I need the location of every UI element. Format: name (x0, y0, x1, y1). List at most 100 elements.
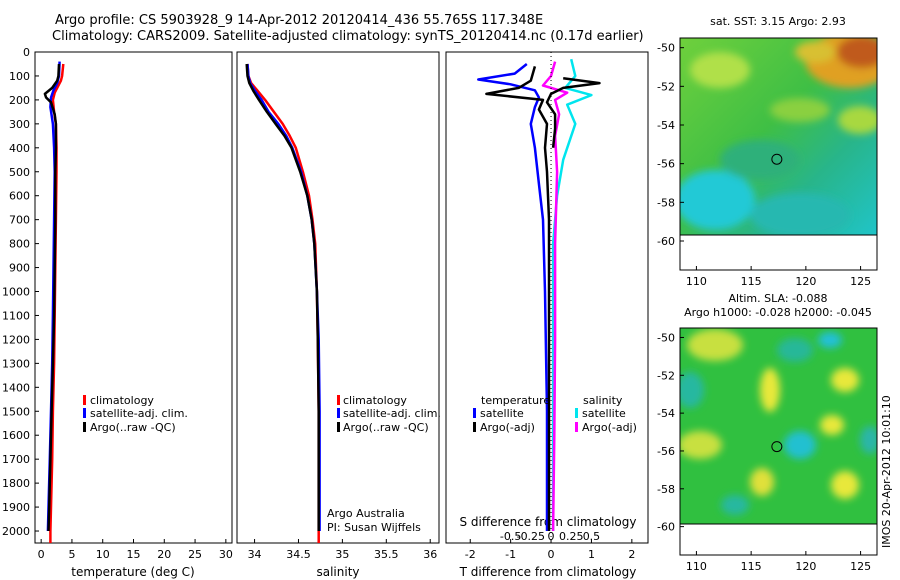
sst-light-patch (690, 52, 750, 88)
t-difference-xlabel: T difference from climatology (459, 565, 637, 579)
depth-tick-label: 100 (9, 70, 30, 83)
sst-map-ticks: 110 115 120 125 -50 -52 -54 -56 -58 -60 (657, 42, 871, 288)
lon-tick-label: 120 (795, 275, 816, 288)
sla-low-patch (721, 495, 749, 515)
legend-label-climatology: climatology (343, 394, 407, 407)
sla-low-patch (860, 426, 877, 454)
temperature-legend: climatology satellite-adj. clim. Argo(..… (83, 394, 188, 434)
sla-high-patch (680, 431, 722, 459)
legend-label-satellite: satellite-adj. clim. (90, 407, 188, 420)
lon-tick-label: 115 (741, 275, 762, 288)
depth-tick-label: 500 (9, 166, 30, 179)
sst-cool-patch (680, 170, 755, 230)
temperature-axes-box (34, 51, 233, 544)
argo-position-marker (771, 441, 783, 453)
lon-tick-label: 110 (686, 275, 707, 288)
lat-tick-label: -56 (657, 445, 675, 458)
legend-swatch-satellite (83, 408, 86, 418)
legend-label-argo: Argo(..raw -QC) (343, 421, 429, 434)
sst-heatmap-image (680, 38, 877, 235)
sla-map-ticks: 110 115 120 125 -50 -52 -54 -56 -58 -60 (657, 331, 871, 573)
legend-swatch-t-satellite (473, 408, 476, 418)
difference-series (477, 52, 601, 543)
x-tick-label: 35 (335, 548, 349, 561)
lon-tick-label: 125 (850, 275, 871, 288)
x-tick-label: 5 (68, 548, 75, 561)
salinity-axes-box (236, 51, 440, 544)
x-tick-label: 35.5 (374, 548, 399, 561)
legend-label-climatology: climatology (90, 394, 154, 407)
temperature-x-ticks: 0 5 10 15 20 25 30 (38, 539, 233, 561)
sst-light-patch (838, 106, 877, 134)
depth-tick-label: 1000 (2, 286, 30, 299)
depth-tick-label: 1900 (2, 501, 30, 514)
lat-tick-label: -54 (657, 407, 675, 420)
x-tick-label: 20 (157, 548, 171, 561)
x-tick-label: 10 (96, 548, 110, 561)
legend-swatch-satellite (337, 408, 340, 418)
header-line-2: Climatology: CARS2009. Satellite-adjuste… (52, 29, 644, 44)
panel-temperature: 0100200300400500600700800900100011001200… (2, 46, 233, 579)
lat-tick-label: -52 (657, 369, 675, 382)
x-tick-label: 34 (248, 548, 262, 561)
depth-tick-label: 1200 (2, 333, 30, 346)
depth-tick-label: 1800 (2, 477, 30, 490)
depth-tick-label: 2000 (2, 525, 30, 538)
legend-swatch-t-argo (473, 422, 476, 432)
sla-high-patch (831, 471, 859, 499)
depth-tick-label: 300 (9, 118, 30, 131)
sla-map-title: Altim. SLA: -0.088 (728, 292, 827, 305)
depth-tick-label: 1300 (2, 357, 30, 370)
lat-tick-label: -50 (657, 42, 675, 55)
differences-legend: temperature salinity satellite Argo(-adj… (473, 394, 637, 434)
series-line-temperature-satellite (477, 63, 549, 531)
sla-low-patch (680, 372, 704, 408)
s-tick-label: -0.5 (500, 530, 521, 543)
x-tick-label: 0 (38, 548, 45, 561)
sst-mid-patch (720, 140, 800, 180)
salinity-xlabel: salinity (316, 565, 359, 579)
differences-axes-box (445, 51, 649, 544)
depth-tick-label: 1600 (2, 429, 30, 442)
annotation-pi: PI: Susan Wijffels (327, 521, 421, 534)
legend-label-s-satellite: satellite (582, 407, 626, 420)
legend-swatch-s-satellite (575, 408, 578, 418)
series-line-salinity-satellite (551, 58, 593, 531)
s-tick-label: 0.5 (583, 530, 601, 543)
sla-high-patch (820, 415, 844, 435)
x-tick-label: 30 (219, 548, 233, 561)
depth-tick-label: 600 (9, 190, 30, 203)
s-tick-label: 0.25 (559, 530, 584, 543)
sla-map-subtitle: Argo h1000: -0.028 h2000: -0.045 (684, 306, 872, 319)
salinity-legend: climatology satellite-adj. clim. Argo(..… (337, 394, 441, 434)
sst-warm-patch (795, 41, 835, 63)
lat-tick-label: -54 (657, 119, 675, 132)
panel-salinity: 34 34.5 35 35.5 36 salinity climatology sate… (236, 51, 441, 579)
depth-tick-label: 0 (23, 46, 30, 59)
series-line-salinity-argo-adj-black (545, 77, 601, 148)
lat-tick-label: -58 (657, 483, 675, 496)
x-tick-label: 34.5 (286, 548, 311, 561)
salinity-x-ticks: 34 34.5 35 35.5 36 (248, 539, 437, 561)
depth-tick-label: 700 (9, 214, 30, 227)
legend-label-s-argo: Argo(-adj) (582, 421, 637, 434)
depth-tick-label: 1700 (2, 453, 30, 466)
series-line-argo-raw-qc- (43, 63, 61, 532)
lon-tick-label: 110 (686, 560, 707, 573)
s-tick-label: -0.25 (517, 530, 545, 543)
legend-label-satellite: satellite-adj. clim. (343, 407, 441, 420)
lat-tick-label: -58 (657, 196, 675, 209)
panel-sst-map: sat. SST: 3.15 Argo: 2.93 110 115 120 125 -5… (657, 15, 878, 288)
lon-tick-label: 115 (741, 560, 762, 573)
x-tick-label: -1 (505, 548, 516, 561)
depth-tick-label: 1400 (2, 381, 30, 394)
sla-no-data (681, 526, 876, 554)
sst-map-title: sat. SST: 3.15 Argo: 2.93 (710, 15, 846, 28)
imos-watermark: IMOS 20-Apr-2012 10:01:10 (880, 395, 893, 548)
lon-tick-label: 125 (850, 560, 871, 573)
depth-tick-label: 900 (9, 262, 30, 275)
lon-tick-label: 120 (795, 560, 816, 573)
x-tick-label: 2 (628, 548, 635, 561)
